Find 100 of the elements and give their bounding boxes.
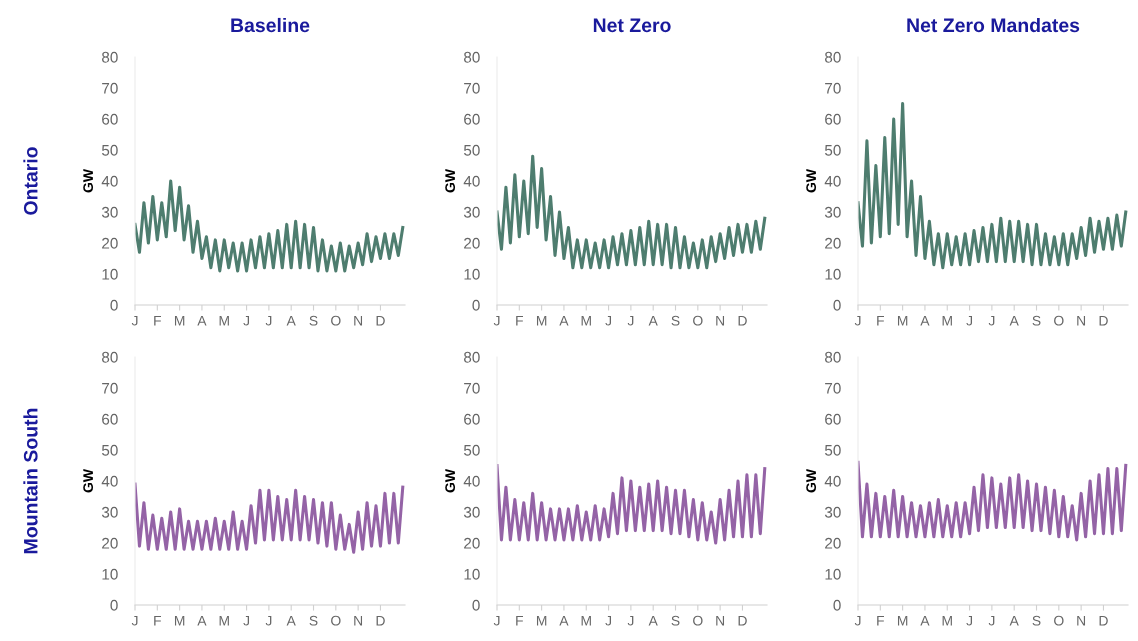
x-tick-label: N	[354, 315, 363, 326]
y-tick-label: 30	[463, 206, 480, 218]
y-tick-label: 80	[825, 351, 841, 363]
y-tick-label: 70	[825, 382, 841, 394]
x-tick-label: J	[605, 315, 612, 326]
x-tick-label: F	[877, 315, 884, 326]
chart-title: Net Zero	[593, 18, 671, 33]
x-tick-label: M	[942, 615, 952, 626]
x-tick-label: M	[581, 615, 591, 626]
y-tick-label: 30	[824, 206, 841, 218]
y-tick-label: 10	[464, 568, 480, 580]
x-tick-label: J	[131, 615, 138, 626]
x-tick-label: N	[1077, 315, 1086, 326]
y-tick-label: 20	[825, 237, 841, 249]
x-tick-label: N	[716, 315, 725, 326]
x-tick-label: D	[1099, 315, 1108, 326]
y-axis-title: GW	[806, 469, 817, 493]
y-tick-label: 60	[102, 413, 118, 425]
y-tick-label: 10	[825, 568, 841, 580]
x-tick-label: S	[1032, 615, 1041, 626]
x-tick-label: F	[154, 615, 161, 626]
x-tick-label: D	[738, 315, 747, 326]
y-tick-label: 80	[102, 351, 118, 363]
line-series	[497, 463, 767, 545]
y-tick-label: 20	[464, 537, 480, 549]
x-tick-label: J	[265, 315, 272, 326]
y-tick-label: 20	[102, 237, 118, 249]
x-tick-label: O	[693, 615, 703, 626]
x-tick-label: F	[154, 315, 161, 326]
x-tick-label: A	[197, 615, 207, 626]
y-tick-label: 40	[463, 175, 480, 187]
x-tick-label: A	[559, 315, 569, 326]
x-tick-label: J	[243, 315, 250, 326]
x-tick-label: J	[627, 615, 634, 626]
x-tick-label: A	[920, 315, 930, 326]
y-tick-label: 50	[101, 144, 118, 156]
y-axis-title: GW	[806, 169, 817, 193]
line-series	[135, 179, 405, 273]
x-tick-label: O	[1054, 315, 1064, 326]
chart-title: Net Zero Mandates	[907, 17, 1080, 33]
x-tick-label: J	[493, 315, 500, 326]
y-tick-label: 70	[102, 382, 118, 394]
x-tick-label: F	[877, 615, 884, 626]
x-tick-label: A	[1009, 615, 1019, 626]
y-tick-label: 50	[824, 444, 841, 456]
y-tick-label: 50	[824, 144, 841, 156]
y-tick-label: 80	[825, 51, 841, 63]
x-tick-label: S	[309, 315, 318, 326]
x-tick-label: M	[536, 615, 547, 626]
y-tick-label: 0	[833, 299, 841, 311]
x-tick-label: M	[897, 615, 908, 626]
x-tick-label: O	[693, 315, 703, 326]
x-tick-label: J	[854, 615, 861, 626]
y-tick-label: 0	[472, 599, 480, 611]
x-tick-label: J	[966, 615, 973, 626]
y-tick-label: 60	[825, 413, 841, 425]
x-tick-label: N	[716, 615, 725, 626]
y-tick-label: 30	[101, 506, 118, 518]
y-tick-label: 20	[102, 537, 118, 549]
x-tick-label: M	[581, 315, 591, 326]
x-tick-label: D	[1099, 615, 1108, 626]
x-tick-label: J	[966, 315, 973, 326]
x-tick-label: A	[197, 315, 207, 326]
y-tick-label: 60	[102, 113, 118, 125]
line-series	[135, 482, 405, 554]
y-tick-label: 20	[464, 237, 480, 249]
text: Ontario	[23, 147, 38, 215]
y-tick-label: 40	[824, 475, 841, 487]
x-tick-label: O	[331, 615, 341, 626]
x-tick-label: J	[493, 615, 500, 626]
y-tick-label: 10	[464, 268, 480, 280]
x-tick-label: J	[131, 315, 138, 326]
y-tick-label: 60	[825, 113, 841, 125]
x-tick-label: F	[516, 315, 523, 326]
y-tick-label: 60	[464, 413, 480, 425]
y-tick-label: 70	[825, 82, 841, 94]
x-tick-label: J	[243, 615, 250, 626]
y-tick-label: 80	[102, 51, 118, 63]
y-tick-label: 80	[464, 51, 480, 63]
y-tick-label: 10	[102, 568, 118, 580]
y-tick-label: 30	[824, 506, 841, 518]
y-tick-label: 40	[824, 175, 841, 187]
x-tick-label: M	[219, 615, 229, 626]
y-tick-label: 70	[464, 382, 480, 394]
x-tick-label: M	[942, 315, 952, 326]
y-tick-label: 50	[463, 144, 480, 156]
x-tick-label: J	[854, 315, 861, 326]
line-series	[497, 154, 767, 270]
y-tick-label: 30	[101, 206, 118, 218]
x-tick-label: A	[648, 615, 658, 626]
line-series	[858, 101, 1128, 270]
x-tick-label: A	[920, 615, 930, 626]
x-tick-label: M	[174, 615, 185, 626]
y-axis-title: GW	[445, 469, 456, 493]
y-axis-title: GW	[445, 169, 456, 193]
y-tick-label: 10	[825, 268, 841, 280]
x-tick-label: M	[219, 315, 229, 326]
x-tick-label: A	[559, 615, 569, 626]
x-tick-label: S	[309, 615, 318, 626]
y-tick-label: 20	[825, 537, 841, 549]
